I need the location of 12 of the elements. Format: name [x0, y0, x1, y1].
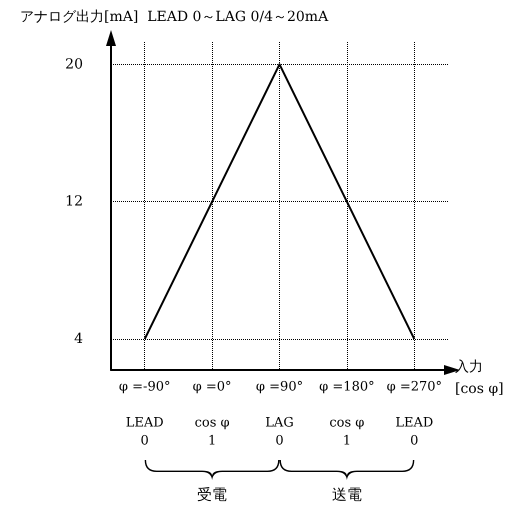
category-label: φ =180° cos φ 1: [319, 380, 375, 448]
text: 受電: [197, 486, 228, 504]
y-tick-label: 12: [65, 194, 83, 210]
category-label: φ =0° cos φ 1: [192, 380, 232, 448]
category-label: φ =-90° LEAD 0: [118, 380, 170, 448]
y-axis-title: アナログ出力[mA] LEAD 0～LAG 0/4～20mA: [20, 9, 330, 25]
y-tick-label: 20: [65, 56, 83, 72]
x-axis-title: 入力 [cos φ]: [455, 359, 504, 397]
y-tick-label: 4: [74, 331, 84, 348]
category-label: φ =90° LAG 0: [256, 380, 304, 448]
text: 送電: [332, 486, 362, 504]
category-label: φ =270° LEAD 0: [386, 380, 442, 448]
